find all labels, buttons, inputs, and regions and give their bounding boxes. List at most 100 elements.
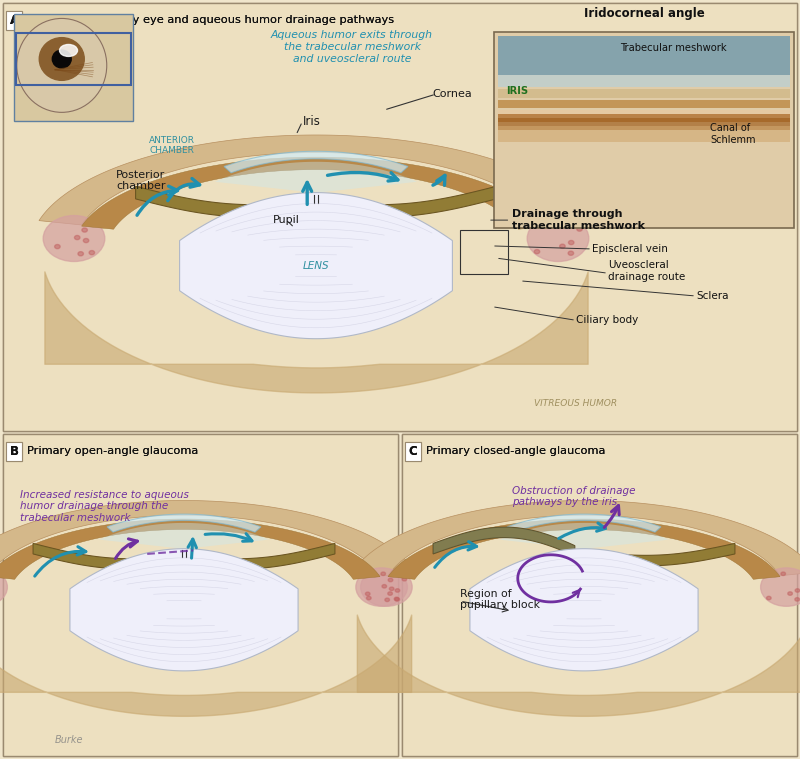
Ellipse shape bbox=[385, 598, 390, 602]
Text: Posterior
chamber: Posterior chamber bbox=[116, 170, 166, 191]
Text: Burke: Burke bbox=[54, 735, 83, 745]
Text: Primary closed-angle glaucoma: Primary closed-angle glaucoma bbox=[426, 446, 605, 456]
Text: A: A bbox=[10, 14, 19, 27]
Ellipse shape bbox=[577, 227, 582, 231]
Text: A: A bbox=[10, 14, 19, 27]
Bar bbox=[498, 126, 790, 141]
Ellipse shape bbox=[54, 244, 60, 249]
Text: Region of
pupillary block: Region of pupillary block bbox=[460, 589, 540, 610]
Polygon shape bbox=[593, 543, 735, 565]
Bar bbox=[405, 442, 421, 461]
Polygon shape bbox=[39, 135, 593, 225]
Ellipse shape bbox=[366, 592, 370, 596]
Polygon shape bbox=[388, 519, 780, 579]
Bar bbox=[498, 75, 790, 87]
Ellipse shape bbox=[795, 589, 800, 592]
Bar bbox=[498, 100, 790, 109]
Polygon shape bbox=[470, 549, 698, 671]
Ellipse shape bbox=[527, 216, 589, 261]
Ellipse shape bbox=[74, 235, 80, 240]
Bar bbox=[3, 3, 797, 431]
Polygon shape bbox=[82, 157, 550, 229]
Text: Primary closed-angle glaucoma: Primary closed-angle glaucoma bbox=[426, 446, 605, 456]
Ellipse shape bbox=[89, 250, 94, 255]
Ellipse shape bbox=[388, 578, 393, 581]
Polygon shape bbox=[33, 543, 175, 569]
Polygon shape bbox=[0, 500, 416, 576]
Ellipse shape bbox=[395, 597, 399, 601]
Ellipse shape bbox=[52, 50, 71, 68]
Text: Primary open-angle glaucoma: Primary open-angle glaucoma bbox=[27, 446, 198, 456]
Text: Primary open-angle glaucoma: Primary open-angle glaucoma bbox=[27, 446, 198, 456]
Polygon shape bbox=[499, 523, 669, 557]
Polygon shape bbox=[224, 151, 408, 173]
Polygon shape bbox=[194, 543, 335, 569]
Text: Iris: Iris bbox=[302, 115, 320, 128]
Text: Anatomy of healthy eye and aqueous humor drainage pathways: Anatomy of healthy eye and aqueous humor… bbox=[27, 14, 394, 25]
Ellipse shape bbox=[59, 45, 78, 56]
Polygon shape bbox=[194, 543, 335, 569]
Ellipse shape bbox=[766, 597, 771, 600]
Ellipse shape bbox=[0, 568, 7, 606]
Bar bbox=[6, 11, 22, 30]
Bar bbox=[3, 3, 797, 431]
Polygon shape bbox=[179, 193, 453, 339]
Ellipse shape bbox=[388, 592, 393, 595]
Ellipse shape bbox=[781, 572, 786, 575]
Polygon shape bbox=[215, 162, 417, 203]
Polygon shape bbox=[136, 186, 305, 217]
Bar bbox=[3, 3, 797, 431]
Ellipse shape bbox=[82, 228, 87, 232]
Polygon shape bbox=[433, 527, 575, 556]
Ellipse shape bbox=[83, 238, 89, 243]
Ellipse shape bbox=[402, 578, 406, 581]
Text: Episcleral vein: Episcleral vein bbox=[592, 244, 668, 254]
Text: Aqueous humor exits through
the trabecular meshwork
and uveoscleral route: Aqueous humor exits through the trabecul… bbox=[271, 30, 433, 64]
Polygon shape bbox=[507, 514, 661, 532]
Ellipse shape bbox=[366, 597, 371, 600]
Ellipse shape bbox=[394, 597, 399, 600]
Text: Obstruction of drainage
pathways by the iris: Obstruction of drainage pathways by the … bbox=[512, 486, 635, 507]
Polygon shape bbox=[99, 523, 269, 557]
Ellipse shape bbox=[568, 251, 574, 255]
Bar bbox=[3, 434, 398, 756]
Polygon shape bbox=[136, 186, 305, 217]
Text: ANTERIOR
CHAMBER: ANTERIOR CHAMBER bbox=[149, 136, 195, 156]
Bar bbox=[402, 434, 797, 756]
Bar bbox=[460, 230, 508, 274]
Text: IRIS: IRIS bbox=[506, 86, 529, 96]
Bar bbox=[498, 118, 790, 130]
Ellipse shape bbox=[761, 568, 800, 606]
Bar bbox=[494, 32, 794, 228]
Ellipse shape bbox=[569, 241, 574, 244]
Bar bbox=[3, 434, 398, 756]
Bar bbox=[402, 434, 797, 756]
Bar bbox=[498, 89, 790, 99]
Text: Trabecular meshwork: Trabecular meshwork bbox=[621, 43, 727, 52]
Text: Uveoscleral
drainage route: Uveoscleral drainage route bbox=[608, 260, 686, 282]
Ellipse shape bbox=[390, 587, 394, 591]
Bar bbox=[6, 442, 22, 461]
Polygon shape bbox=[33, 543, 175, 569]
Text: Anatomy of healthy eye and aqueous humor drainage pathways: Anatomy of healthy eye and aqueous humor… bbox=[27, 14, 394, 25]
Bar bbox=[6, 11, 22, 30]
Polygon shape bbox=[327, 186, 496, 217]
Bar bbox=[3, 434, 398, 756]
Text: C: C bbox=[409, 445, 417, 458]
Text: Drainage through
trabecular meshwork: Drainage through trabecular meshwork bbox=[512, 209, 645, 231]
Ellipse shape bbox=[788, 592, 793, 595]
Bar bbox=[6, 442, 22, 461]
Text: Pupil: Pupil bbox=[273, 215, 300, 225]
Text: B: B bbox=[10, 445, 19, 458]
Polygon shape bbox=[352, 500, 800, 576]
Text: Increased resistance to aqueous
humor drainage through the
trabecular meshwork: Increased resistance to aqueous humor dr… bbox=[20, 490, 189, 523]
Text: Ciliary body: Ciliary body bbox=[576, 315, 638, 326]
Text: Sclera: Sclera bbox=[696, 291, 729, 301]
Text: VITREOUS HUMOR: VITREOUS HUMOR bbox=[534, 399, 618, 408]
Ellipse shape bbox=[361, 568, 412, 606]
Polygon shape bbox=[70, 549, 298, 671]
Text: LENS: LENS bbox=[302, 260, 330, 271]
Ellipse shape bbox=[17, 18, 106, 112]
Ellipse shape bbox=[39, 38, 84, 80]
Bar bbox=[498, 36, 790, 75]
